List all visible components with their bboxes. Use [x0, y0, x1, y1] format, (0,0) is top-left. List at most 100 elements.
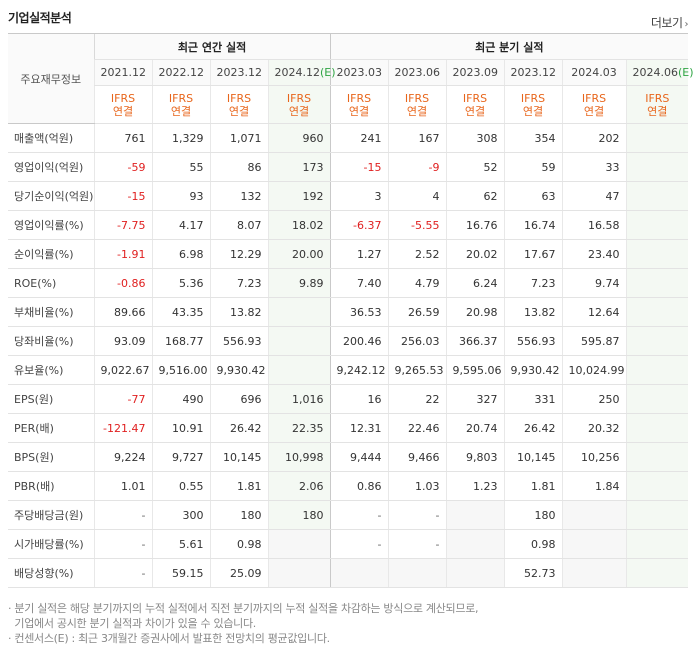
- table-cell: 22.35: [267, 413, 331, 443]
- table-cell: 5.61: [151, 529, 210, 559]
- footnote-line: · 분기 실적은 해당 분기까지의 누적 실적에서 직전 분기까지의 누적 실적…: [8, 602, 479, 615]
- table-cell: -: [93, 529, 152, 559]
- table-cell: 256.03: [387, 326, 447, 356]
- section-title: 기업실적분석: [8, 11, 72, 25]
- table-row: EPS(원) -77 490 696 1,016 16 22 327 331 250: [8, 384, 689, 414]
- table-row: PER(배) -121.47 10.91 26.42 22.35 12.31 22.46 20…: [8, 413, 689, 443]
- table-cell: 490: [151, 384, 210, 414]
- table-cell: -: [387, 500, 447, 530]
- table-cell: 59: [503, 152, 563, 182]
- ifrs-label: IFRS: [462, 91, 488, 105]
- table-cell: 168.77: [151, 326, 210, 356]
- period-header: 2024.12(E): [267, 59, 336, 86]
- financial-table: 주요재무정보 최근 연간 실적 최근 분기 실적 2021.12 2022.12 2…: [8, 33, 694, 588]
- table-cell: 354: [503, 123, 563, 153]
- row-label: 당기순이익(억원): [8, 181, 94, 211]
- footnote-line: · 컨센서스(E) : 최근 3개월간 증권사에서 발표한 전망치의 평균값입니…: [8, 632, 330, 645]
- table-cell: 9,022.67: [93, 355, 152, 385]
- ifrs-label: IFRS: [346, 91, 372, 105]
- table-cell: 0.98: [209, 529, 268, 559]
- table-cell: 9,595.06: [445, 355, 505, 385]
- table-row: 주당배당금(원) -300 180 180- -180: [8, 500, 689, 530]
- table-row: 시가배당률(%) -5.61 0.98- -0.98: [8, 529, 689, 559]
- table-cell: 173: [267, 152, 331, 182]
- table-cell: 250: [561, 384, 627, 414]
- table-row: 부채비율(%) 89.66 43.35 13.82 36.53 26.59 20.98 13.…: [8, 297, 689, 327]
- table-cell: 9,930.42: [209, 355, 268, 385]
- period-header: 2023.06: [387, 59, 447, 86]
- table-cell: 93.09: [93, 326, 152, 356]
- table-cell: 1,016: [267, 384, 331, 414]
- table-cell: 8.07: [209, 210, 268, 240]
- table-cell: 1.84: [561, 471, 627, 501]
- table-cell: 12.31: [329, 413, 389, 443]
- more-link[interactable]: 더보기 ›: [651, 14, 689, 31]
- table-cell: 167: [387, 123, 447, 153]
- table-cell: [445, 558, 505, 588]
- table-cell: 1.27: [329, 239, 389, 269]
- table-cell: 366.37: [445, 326, 505, 356]
- table-cell: 200.46: [329, 326, 389, 356]
- table-cell: 6.24: [445, 268, 505, 298]
- period-header: 2021.12: [93, 59, 152, 86]
- table-cell: 59.15: [151, 558, 210, 588]
- period-header: 2024.06(E): [625, 59, 694, 86]
- table-cell: 202: [561, 123, 627, 153]
- row-label: ROE(%): [8, 268, 94, 298]
- table-cell: 696: [209, 384, 268, 414]
- accounting-standard: IFRS 연결: [209, 85, 268, 124]
- table-cell: 7.23: [503, 268, 563, 298]
- table-cell: 20.00: [267, 239, 331, 269]
- table-cell: 595.87: [561, 326, 627, 356]
- table-cell: [267, 529, 331, 559]
- row-label: 주당배당금(원): [8, 500, 94, 530]
- table-row: PBR(배) 1.01 0.55 1.81 2.06 0.86 1.03 1.23 1.81 1.…: [8, 471, 689, 501]
- table-cell: 9.89: [267, 268, 331, 298]
- table-cell: [625, 355, 689, 385]
- table-cell: [625, 152, 689, 182]
- table-row: 당좌비율(%) 93.09 168.77 556.93 200.46 256.03 366.…: [8, 326, 689, 356]
- table-cell: [387, 558, 447, 588]
- table-cell: 36.53: [329, 297, 389, 327]
- table-cell: 9,265.53: [387, 355, 447, 385]
- table-row: 순이익률(%) -1.91 6.98 12.29 20.00 1.27 2.52 20.02 1…: [8, 239, 689, 269]
- table-cell: 1.01: [93, 471, 152, 501]
- table-cell: 0.98: [503, 529, 563, 559]
- table-cell: 2.06: [267, 471, 331, 501]
- table-cell: 16.76: [445, 210, 505, 240]
- consolidated-label: 연결: [522, 104, 544, 118]
- footnotes: · 분기 실적은 해당 분기까지의 누적 실적에서 직전 분기까지의 누적 실적…: [8, 601, 479, 646]
- table-cell: 0.55: [151, 471, 210, 501]
- table-cell: 9,242.12: [329, 355, 389, 385]
- table-cell: -77: [93, 384, 152, 414]
- table-cell: 10,256: [561, 442, 627, 472]
- row-label: 부채비율(%): [8, 297, 94, 327]
- table-cell: 23.40: [561, 239, 627, 269]
- row-label: 영업이익률(%): [8, 210, 94, 240]
- table-cell: 55: [151, 152, 210, 182]
- table-cell: 9,727: [151, 442, 210, 472]
- table-cell: 0.86: [329, 471, 389, 501]
- row-label: EPS(원): [8, 384, 94, 414]
- table-cell: 89.66: [93, 297, 152, 327]
- table-cell: 47: [561, 181, 627, 211]
- table-cell: 132: [209, 181, 268, 211]
- table-cell: 10,998: [267, 442, 331, 472]
- consolidated-label: 연결: [228, 104, 250, 118]
- table-cell: 9,516.00: [151, 355, 210, 385]
- table-cell: [625, 413, 689, 443]
- period-header: 2023.12: [209, 59, 268, 86]
- table-cell: 52.73: [503, 558, 563, 588]
- accounting-standard: IFRS 연결: [267, 85, 331, 124]
- table-cell: 9,224: [93, 442, 152, 472]
- table-cell: 4: [387, 181, 447, 211]
- table-cell: [625, 268, 689, 298]
- row-header-label: 주요재무정보: [8, 33, 94, 124]
- table-cell: [625, 326, 689, 356]
- table-cell: 33: [561, 152, 627, 182]
- table-cell: [267, 326, 331, 356]
- table-cell: 1.23: [445, 471, 505, 501]
- table-row: 영업이익률(%) -7.75 4.17 8.07 18.02 -6.37 -5.55 16.7…: [8, 210, 689, 240]
- table-cell: 63: [503, 181, 563, 211]
- row-label: 영업이익(억원): [8, 152, 94, 182]
